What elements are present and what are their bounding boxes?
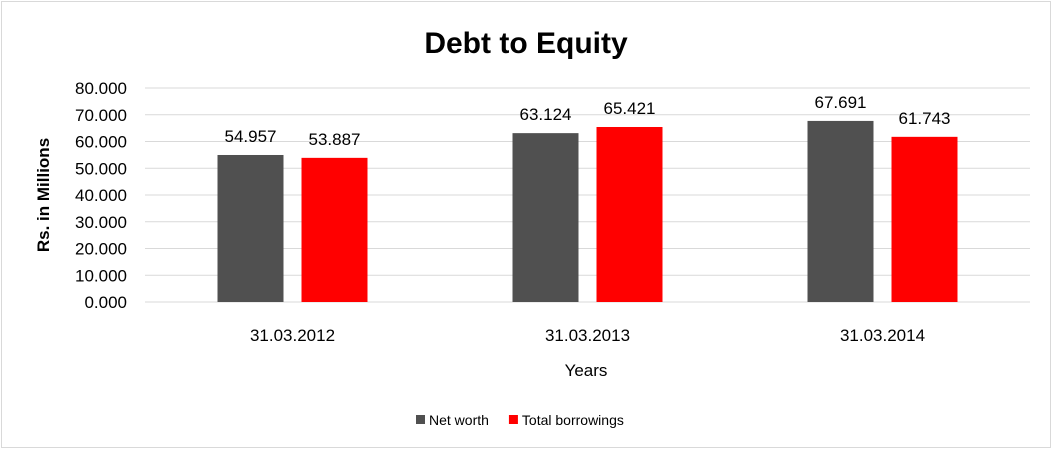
y-tick-label: 30.000 [75,213,127,232]
bar-net-worth [807,120,874,302]
y-axis-label: Rs. in Millions [34,138,53,252]
y-tick-label: 50.000 [75,159,127,178]
data-label: 54.957 [225,127,277,146]
y-tick-label: 20.000 [75,240,127,259]
x-tick-label: 31.03.2013 [545,326,630,345]
bar-total-borrowings [596,126,663,302]
bar-net-worth [512,133,579,302]
y-tick-label: 0.000 [84,293,127,312]
data-label: 65.421 [604,99,656,118]
y-tick-label: 80.000 [75,79,127,98]
legend-label: Net worth [429,412,489,428]
y-tick-label: 40.000 [75,186,127,205]
x-axis-label: Years [565,361,608,380]
x-tick-label: 31.03.2014 [840,326,925,345]
y-tick-label: 70.000 [75,106,127,125]
legend-swatch [416,415,425,424]
x-tick-label: 31.03.2012 [250,326,335,345]
data-label: 67.691 [815,93,867,112]
bar-total-borrowings [891,136,958,302]
bar-net-worth [217,154,284,302]
bar-total-borrowings [301,157,368,302]
legend-label: Total borrowings [522,412,624,428]
data-label: 53.887 [309,130,361,149]
chart-title: Debt to Equity [424,27,628,60]
data-label: 61.743 [899,109,951,128]
legend-swatch [508,415,518,424]
data-label: 63.124 [520,105,572,124]
y-tick-label: 10.000 [75,266,127,285]
y-tick-label: 60.000 [75,133,127,152]
